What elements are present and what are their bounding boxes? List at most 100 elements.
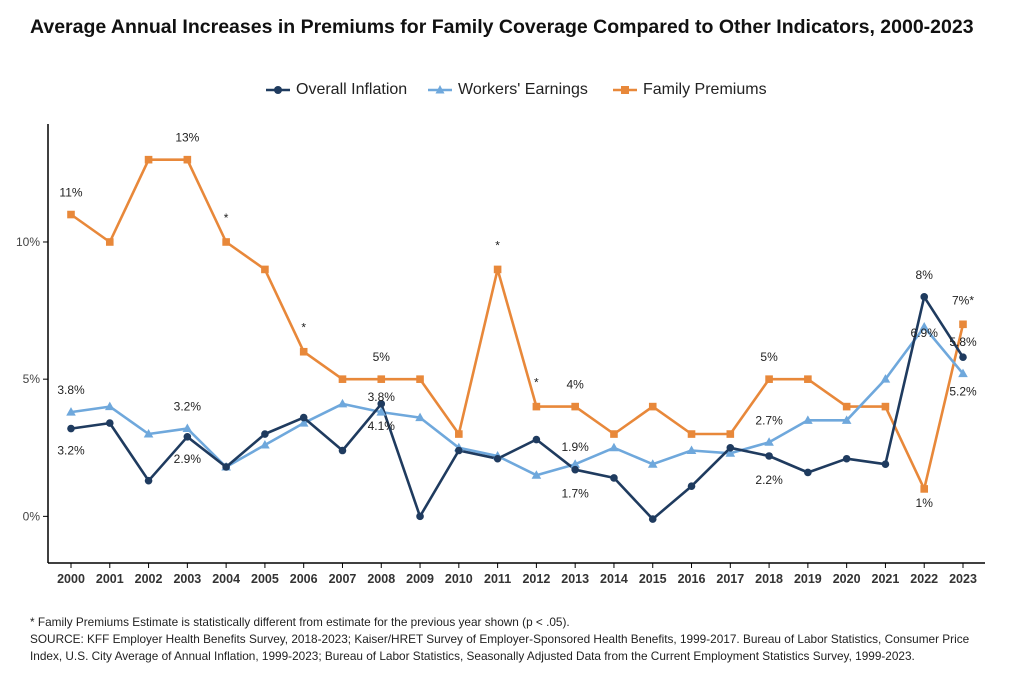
data-label: 4.1% [368,419,396,433]
data-label: * [301,321,306,335]
x-tick-label: 2009 [406,572,434,586]
legend-triangle-marker-icon [428,85,452,94]
data-label: 6.9% [911,326,939,340]
data-point-workers-earnings [66,407,76,416]
data-point-workers-earnings [182,423,193,433]
data-point-workers-earnings [337,398,348,408]
data-label: 5.2% [949,385,977,399]
data-label: 1.7% [561,487,589,501]
x-tick-label: 2015 [639,572,667,586]
data-label: 3.8% [368,390,396,404]
x-tick-label: 2011 [484,572,511,586]
x-tick-label: 2007 [329,572,357,586]
series-line-family-premiums [70,158,965,491]
x-tick-label: 2019 [794,572,822,586]
legend-item-overall-inflation: Overall Inflation [266,78,407,102]
data-point-family-premiums [299,347,308,356]
legend-square-marker-icon [613,86,637,94]
data-label: 2.9% [174,452,202,466]
data-label: * [224,211,229,225]
x-tick-label: 2014 [600,572,628,586]
data-point-overall-inflation [571,465,579,474]
data-point-family-premiums [959,320,967,329]
x-tick-label: 2016 [678,572,706,586]
data-point-overall-inflation [881,460,890,469]
legend-label: Overall Inflation [296,81,408,98]
series-line-workers-earnings [70,325,964,477]
data-point-overall-inflation [455,446,463,455]
data-point-family-premiums [842,402,851,411]
x-tick-label: 2021 [872,572,900,586]
chart-legend: Overall Inflation Workers' Earnings Fami… [0,78,1024,102]
x-tick-label: 2013 [561,572,589,586]
data-label: 4% [567,378,585,392]
data-label: * [534,376,539,390]
data-point-overall-inflation [183,432,192,441]
data-point-workers-earnings [609,442,619,452]
data-point-overall-inflation [648,515,657,523]
data-point-workers-earnings [260,440,270,449]
data-point-workers-earnings [841,415,852,424]
data-point-workers-earnings [803,415,813,424]
data-label: 2.2% [755,473,783,487]
data-point-family-premiums [920,485,929,493]
data-point-workers-earnings [143,429,154,438]
data-point-overall-inflation [959,353,967,362]
data-point-workers-earnings [531,470,542,479]
data-label: 13% [175,131,199,145]
x-tick-label: 2004 [212,572,240,586]
data-point-overall-inflation [105,419,114,427]
data-label: 3.2% [57,444,85,458]
data-point-family-premiums [455,430,463,438]
legend-item-workers-earnings: Workers' Earnings [428,78,588,102]
data-point-family-premiums [338,375,347,383]
data-point-workers-earnings [376,407,387,416]
data-point-family-premiums [804,375,812,383]
x-tick-label: 2017 [716,572,744,586]
x-tick-label: 2012 [522,572,550,586]
data-point-family-premiums [571,402,579,411]
data-point-family-premiums [222,238,230,246]
data-point-family-premiums [726,430,735,438]
data-point-workers-earnings [958,368,968,378]
legend-item-family-premiums: Family Premiums [613,78,767,102]
data-point-overall-inflation [842,454,851,463]
legend-label: Family Premiums [643,81,767,98]
data-point-overall-inflation [416,512,424,521]
data-label: 1% [916,496,934,510]
data-point-workers-earnings [686,445,697,455]
x-tick-label: 2023 [949,572,977,586]
data-label: 5% [373,350,391,364]
data-point-family-premiums [532,402,541,411]
data-point-overall-inflation [493,454,502,463]
data-point-overall-inflation [67,424,75,433]
series-line-overall-inflation [70,295,965,521]
data-point-overall-inflation [920,293,929,301]
x-tick-label: 2022 [910,572,938,586]
x-tick-label: 2010 [445,572,473,586]
data-point-overall-inflation [726,443,735,452]
x-tick-label: 2001 [96,572,124,586]
data-point-family-premiums [610,430,618,438]
data-point-workers-earnings [104,401,115,411]
x-tick-label: 2005 [251,572,279,586]
x-tick-label: 2008 [367,572,395,586]
legend-label: Workers' Earnings [458,81,588,98]
x-tick-label: 2003 [173,572,201,586]
data-point-family-premiums [144,155,153,164]
data-label: 2.7% [755,413,783,427]
data-point-family-premiums [67,210,75,219]
data-label: 7%* [952,293,974,307]
x-tick-label: 2020 [833,572,861,586]
data-point-family-premiums [105,238,114,246]
data-point-overall-inflation [222,463,230,471]
y-tick-label: 10% [16,235,40,249]
legend-circle-marker-icon [266,86,290,94]
data-point-overall-inflation [804,468,812,477]
data-label: 3.8% [57,383,85,397]
data-point-workers-earnings [570,459,580,468]
data-point-workers-earnings [298,418,309,427]
data-point-overall-inflation [261,430,269,438]
line-chart: 0% 5% 10% 2000 2001 2002 2003 2004 2005 2006 2007 2… [16,124,985,586]
data-point-overall-inflation [299,413,308,422]
